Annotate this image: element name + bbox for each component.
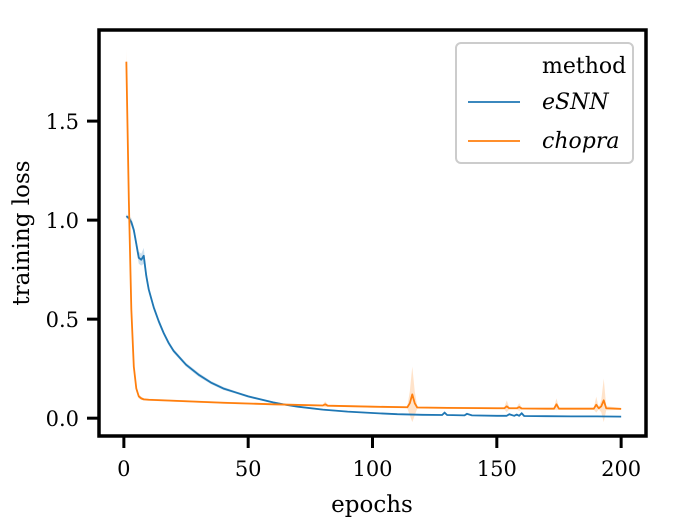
series-line-esnn — [125, 215, 622, 418]
legend-label-esnn: eSNN — [542, 90, 609, 115]
band-esnn — [126, 214, 622, 418]
y-tick-label: 1.5 — [46, 110, 79, 134]
legend-box — [455, 42, 634, 164]
y-tick-label: 0.5 — [46, 308, 79, 332]
y-axis-label: training loss — [9, 160, 35, 305]
x-tick-label: 0 — [117, 457, 130, 481]
legend-title: method — [542, 54, 626, 79]
y-tick-label: 1.0 — [46, 209, 79, 233]
x-axis-ticks: 0 50 100 150 200 — [117, 436, 641, 481]
legend: method eSNN chopra — [455, 42, 634, 164]
x-tick-label: 100 — [352, 457, 392, 481]
x-tick-label: 150 — [477, 457, 517, 481]
legend-label-chopra: chopra — [542, 129, 619, 154]
series-line-chopra — [125, 61, 622, 410]
y-axis-ticks: 0.0 0.5 1.0 1.5 — [46, 110, 99, 431]
x-tick-label: 200 — [601, 457, 641, 481]
x-tick-label: 50 — [235, 457, 262, 481]
series-lines — [125, 61, 622, 418]
y-tick-label: 0.0 — [46, 407, 79, 431]
x-axis-label: epochs — [331, 492, 413, 518]
